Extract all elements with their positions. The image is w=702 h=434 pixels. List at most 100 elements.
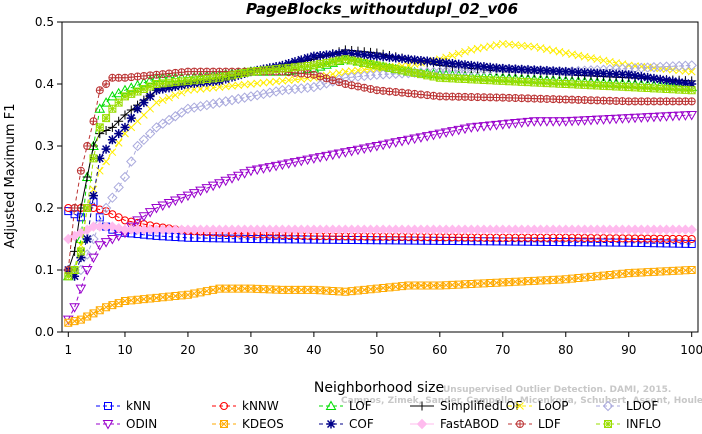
series-ldof: [63, 60, 697, 276]
data-point: [674, 77, 684, 87]
data-point: [410, 55, 420, 65]
legend-label: LoOP: [538, 399, 569, 413]
data-point: [151, 85, 161, 95]
data-point: [151, 122, 162, 133]
data-point: [630, 71, 640, 81]
data-point: [542, 66, 552, 76]
plot-area: [61, 21, 699, 333]
data-point: [421, 132, 433, 142]
data-point: [76, 166, 85, 175]
legend-item-cof: COF: [319, 417, 374, 431]
data-point: [372, 51, 382, 61]
legend-label: LDF: [538, 417, 561, 431]
legend-label: FastABOD: [440, 417, 499, 431]
data-point: [505, 40, 513, 49]
data-point: [649, 239, 658, 248]
data-point: [454, 59, 464, 69]
data-point: [290, 63, 299, 72]
data-point: [637, 238, 646, 247]
data-point: [138, 212, 150, 222]
data-point: [510, 119, 521, 129]
data-point: [346, 146, 358, 157]
legend-label: INFLO: [626, 417, 661, 431]
data-point: [75, 284, 87, 295]
x-tick-label: 100: [680, 343, 702, 357]
data-point: [290, 57, 300, 67]
legend-label: kNNW: [242, 399, 279, 413]
data-point: [120, 122, 130, 132]
data-point: [95, 86, 104, 95]
legend-swatch-marker: [417, 401, 427, 411]
data-point: [335, 56, 344, 65]
data-point: [612, 59, 620, 67]
data-point: [196, 85, 205, 93]
data-point: [114, 116, 124, 126]
data-point: [190, 76, 199, 85]
data-point: [560, 117, 572, 127]
data-point: [662, 234, 671, 243]
data-point: [347, 49, 357, 59]
data-point: [656, 234, 665, 243]
data-point: [182, 191, 194, 202]
data-point: [359, 50, 369, 60]
data-point: [327, 57, 339, 67]
data-point: [114, 139, 123, 147]
data-point: [347, 81, 356, 90]
x-tick-label: 40: [306, 343, 321, 357]
data-point: [656, 239, 665, 248]
data-point: [202, 75, 211, 84]
x-tick-label: 20: [180, 343, 195, 357]
legend-item-fastabod: FastABOD: [410, 417, 499, 431]
data-point: [214, 97, 225, 108]
data-point: [296, 55, 306, 65]
data-point: [314, 80, 326, 91]
data-point: [353, 236, 362, 245]
data-point: [207, 181, 219, 192]
data-point: [535, 117, 546, 127]
data-point: [209, 74, 218, 83]
data-point: [290, 235, 299, 244]
data-point: [352, 145, 364, 156]
x-tick-label: 1: [64, 343, 72, 357]
data-point: [592, 68, 602, 78]
data-point: [126, 156, 137, 167]
data-point: [668, 76, 678, 86]
x-tick-label: 10: [117, 343, 132, 357]
data-point: [561, 49, 570, 57]
data-point: [366, 84, 375, 93]
data-point: [240, 234, 249, 243]
data-point: [347, 235, 356, 244]
data-point: [114, 98, 123, 107]
data-point: [309, 61, 318, 70]
data-point: [360, 236, 369, 245]
data-point: [107, 192, 118, 203]
data-point: [631, 234, 640, 243]
data-point: [586, 68, 596, 78]
data-point: [133, 104, 143, 114]
data-point: [635, 113, 647, 123]
data-point: [461, 47, 469, 56]
data-point: [277, 160, 288, 171]
series-fastabod: [63, 221, 697, 245]
y-tick-label: 0.0: [35, 325, 54, 339]
y-tick-label: 0.1: [35, 263, 54, 277]
data-point: [473, 237, 482, 246]
data-point: [272, 235, 281, 244]
data-point: [146, 82, 155, 91]
data-point: [511, 41, 520, 49]
data-point: [524, 42, 532, 51]
data-point: [384, 52, 394, 62]
data-point: [366, 50, 376, 60]
data-point: [491, 63, 501, 73]
data-point: [215, 83, 224, 91]
data-point: [265, 78, 274, 86]
data-point: [207, 98, 219, 110]
data-point: [486, 237, 495, 246]
data-point: [107, 122, 117, 132]
data-point: [642, 113, 653, 123]
data-point: [272, 65, 281, 74]
data-point: [686, 60, 697, 71]
data-point: [83, 142, 92, 150]
data-point: [226, 174, 238, 184]
data-point: [649, 73, 659, 83]
